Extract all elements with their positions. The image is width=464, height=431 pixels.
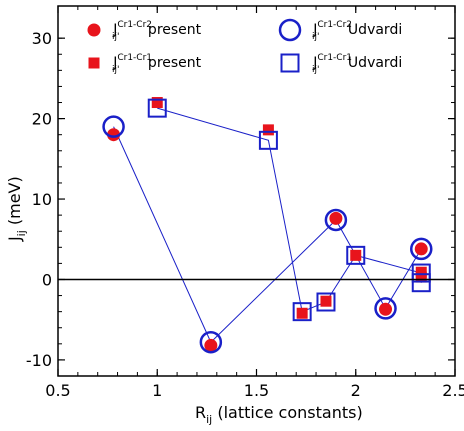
data-point-square-filled xyxy=(350,249,362,261)
x-tick-label: 2 xyxy=(351,381,361,400)
data-point-circle-filled xyxy=(329,211,343,225)
data-point-circle-filled xyxy=(204,338,218,352)
data-point-square-filled xyxy=(296,307,308,319)
legend-label: JCr1-Cr2 ij' present xyxy=(112,20,202,42)
legend-label: JCr1-Cr1 ij' present xyxy=(112,53,202,75)
data-point-circle-open xyxy=(102,115,125,138)
data-point-circle-open xyxy=(324,208,348,232)
y-tick-label: 20 xyxy=(32,110,52,129)
series-line xyxy=(157,107,422,313)
data-point-square-filled xyxy=(88,57,100,69)
data-point-circle-filled xyxy=(87,23,101,37)
data-point-square-open xyxy=(147,98,167,118)
data-point-square-open xyxy=(316,292,336,312)
data-point-square-open xyxy=(411,273,431,293)
y-tick-label: -10 xyxy=(26,351,52,370)
data-point-circle-filled xyxy=(414,242,428,256)
data-point-square-open xyxy=(292,302,312,322)
data-point-square-filled xyxy=(415,266,427,278)
x-tick-label: 2.5 xyxy=(442,381,464,400)
x-axis-title: Rij (lattice constants) xyxy=(195,403,363,426)
data-point-square-filled xyxy=(320,295,332,307)
legend-label: JCr1-Cr2 ij' Udvardi xyxy=(312,20,402,42)
data-point-square-open xyxy=(346,245,366,265)
x-tick-label: 0.5 xyxy=(45,381,70,400)
x-tick-label: 1 xyxy=(152,381,162,400)
data-point-circle-open xyxy=(374,297,397,320)
y-tick-label: 10 xyxy=(32,190,52,209)
data-point-square-open xyxy=(280,53,300,73)
y-tick-label: 0 xyxy=(42,270,52,289)
data-point-circle-filled xyxy=(379,302,393,316)
data-point-square-open xyxy=(258,130,278,150)
data-point-circle-open xyxy=(410,237,433,261)
data-point-circle-filled xyxy=(107,128,121,142)
y-axis-title: Jij (meV) xyxy=(5,176,28,242)
x-tick-label: 1.5 xyxy=(244,381,269,400)
y-axis-title-group: Jij (meV) xyxy=(5,176,28,242)
y-tick-label: 30 xyxy=(32,29,52,48)
data-point-circle-open xyxy=(278,18,302,42)
data-point-square-filled xyxy=(151,97,163,109)
legend-label: JCr1-Cr1 ij' Udvardi xyxy=(312,53,402,75)
data-point-square-filled xyxy=(262,124,274,136)
data-point-square-open xyxy=(411,263,431,283)
data-point-circle-open xyxy=(199,330,223,354)
